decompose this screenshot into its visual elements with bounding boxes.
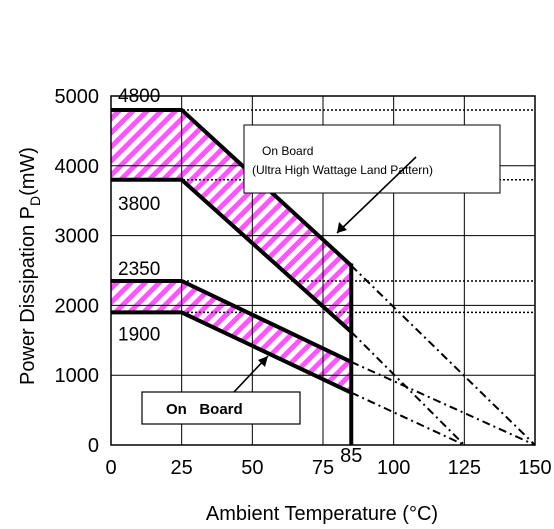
y-axis-label: Power Dissipation PD(mW)	[17, 147, 43, 385]
x-marker-label: 85	[340, 445, 362, 467]
value-annotation: 4800	[118, 86, 160, 107]
dashed-extension	[350, 331, 466, 446]
on-board-callout: On Board	[141, 355, 301, 425]
y-tick-label: 5000	[55, 86, 100, 108]
plot-frame	[110, 95, 536, 446]
callout-label: On Board	[166, 401, 243, 418]
x-tick-label: 50	[241, 457, 263, 479]
dashed-extension	[350, 361, 536, 446]
x-tick-label: 100	[377, 457, 410, 479]
callout-box	[243, 124, 501, 194]
callout-subtitle: (Ultra High Wattage Land Pattern)	[252, 163, 433, 177]
y-tick-label: 3000	[55, 226, 100, 248]
value-annotation: 1900	[118, 324, 160, 345]
callout-arrowhead	[258, 356, 268, 367]
derating-curves	[111, 107, 354, 445]
ultra-high-wattage-callout: On Board (Ultra High Wattage Land Patter…	[243, 124, 501, 234]
y-tick-label: 1000	[55, 365, 100, 387]
dashed-extension	[350, 391, 465, 446]
value-annotation: 3800	[118, 194, 160, 215]
callout-arrow	[336, 156, 417, 234]
y-tick-label: 4000	[55, 156, 100, 178]
callout-title: On Board	[262, 144, 313, 158]
value-annotations: 4800 3800 2350 1900	[118, 86, 160, 345]
series-line	[111, 310, 353, 395]
x-tick-label: 150	[518, 457, 551, 479]
y-tick-label: 0	[88, 435, 99, 457]
y-tick-labels: 0 1000 2000 3000 4000 5000	[55, 86, 100, 457]
dashed-extensions	[350, 264, 536, 446]
callout-arrowhead	[337, 222, 347, 233]
series-line	[111, 278, 353, 364]
hatched-band	[111, 280, 352, 393]
series-line	[111, 177, 353, 334]
series-line	[111, 107, 353, 268]
x-tick-labels: 0 25 50 75 100 125 150 85	[105, 445, 551, 479]
value-annotation: 2350	[118, 259, 160, 280]
callout-box	[141, 391, 301, 425]
y-tick-label: 2000	[55, 295, 100, 317]
x-tick-label: 25	[171, 457, 193, 479]
x-axis-label: Ambient Temperature (°C)	[206, 503, 438, 525]
x-tick-label: 0	[105, 457, 116, 479]
x-tick-label: 125	[448, 457, 481, 479]
x-tick-label: 75	[312, 457, 334, 479]
dashed-extension	[350, 264, 536, 446]
